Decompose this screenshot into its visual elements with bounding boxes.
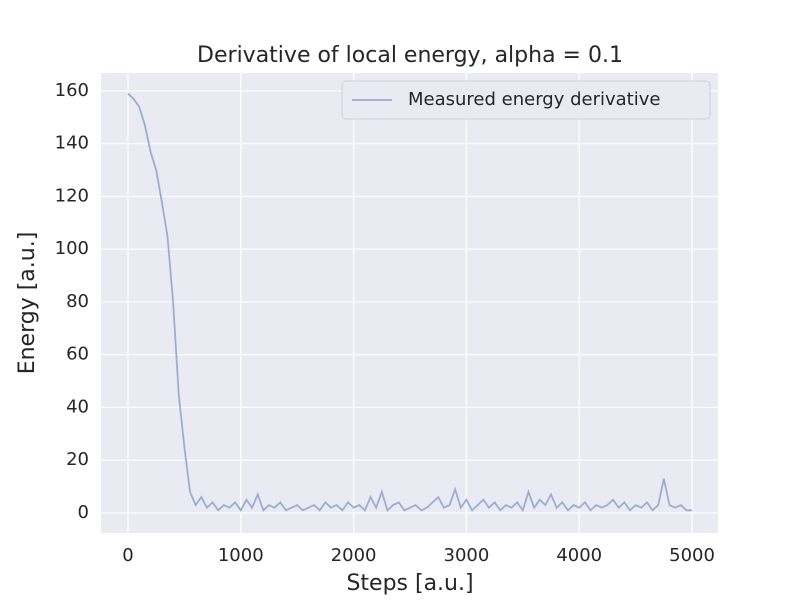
y-tick-label: 0 bbox=[78, 502, 89, 523]
y-tick-label: 60 bbox=[66, 344, 89, 365]
data-line bbox=[127, 92, 693, 513]
y-tick-label: 120 bbox=[55, 185, 89, 206]
chart-title: Derivative of local energy, alpha = 0.1 bbox=[197, 43, 623, 68]
x-axis-label: Steps [a.u.] bbox=[346, 571, 473, 596]
y-tick-label: 40 bbox=[66, 396, 89, 417]
legend-label: Measured energy derivative bbox=[408, 89, 660, 110]
plot-area bbox=[101, 73, 718, 533]
x-tick-label: 0 bbox=[122, 545, 133, 566]
y-tick-label: 160 bbox=[55, 80, 89, 101]
legend-box bbox=[341, 80, 711, 120]
y-axis-label: Energy [a.u.] bbox=[15, 232, 40, 375]
y-tick-label: 140 bbox=[55, 133, 89, 154]
y-tick-label: 20 bbox=[66, 449, 89, 470]
x-tick-label: 2000 bbox=[331, 545, 377, 566]
x-tick-label: 1000 bbox=[218, 545, 264, 566]
x-tick-label: 3000 bbox=[444, 545, 490, 566]
y-tick-label: 100 bbox=[55, 238, 89, 259]
x-tick-label: 4000 bbox=[556, 545, 602, 566]
y-tick-label: 80 bbox=[66, 291, 89, 312]
x-tick-label: 5000 bbox=[669, 545, 715, 566]
